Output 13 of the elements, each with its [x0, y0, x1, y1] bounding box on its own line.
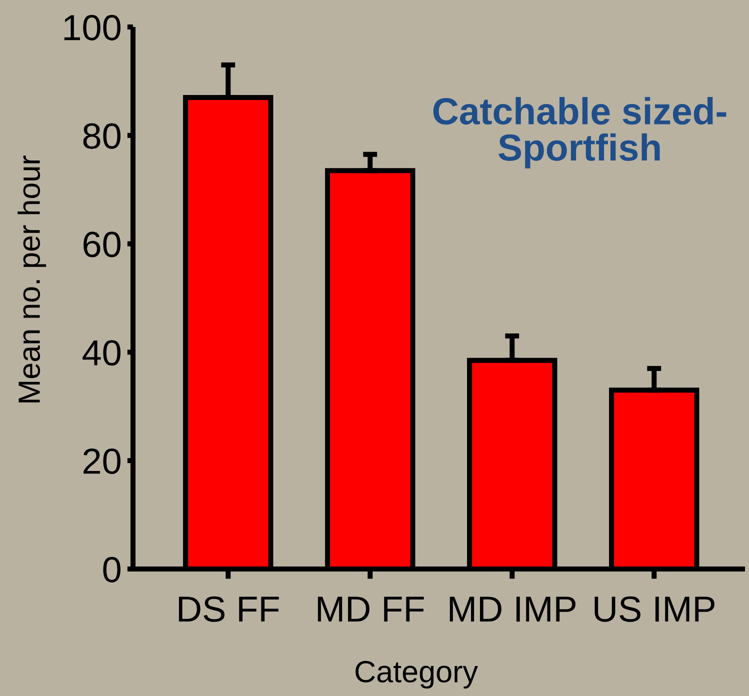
y-tick-label: 0 [103, 556, 120, 582]
x-tick-label: DS FF [178, 596, 279, 622]
text: Catchable sized- Sportfish [433, 97, 726, 168]
x-tick-label: MD FF [318, 596, 424, 622]
y-tick-label: 80 [83, 123, 120, 149]
x-axis-title: Category [356, 660, 478, 689]
y-tick-label: 40 [82, 340, 120, 366]
x-tick-label: US IMP [594, 596, 714, 622]
y-tick-label: 100 [64, 14, 120, 40]
x-tick-label: MD IMP [450, 596, 576, 622]
y-axis-title: Mean no. per hour [18, 156, 46, 402]
y-tick-label: 20 [84, 448, 120, 474]
y-tick-label: 60 [84, 232, 120, 258]
